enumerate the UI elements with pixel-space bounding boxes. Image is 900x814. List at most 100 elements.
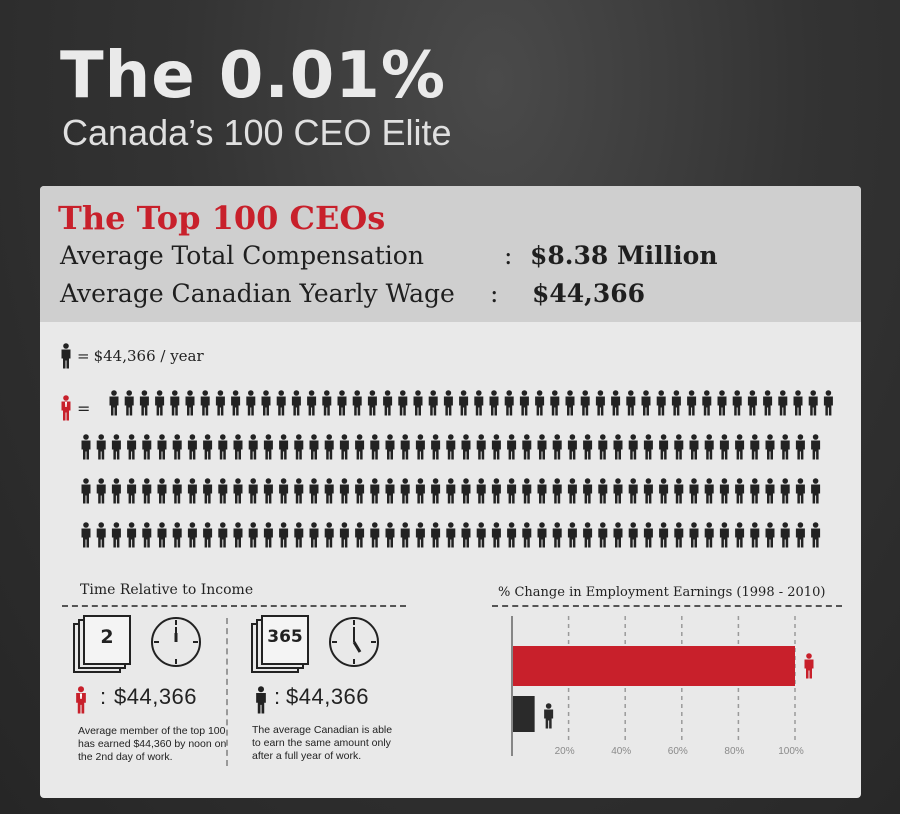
x-tick-label: 40% xyxy=(611,746,631,757)
worker-icon xyxy=(719,522,729,548)
worker-icon xyxy=(155,390,165,416)
page-subtitle: Canada’s 100 CEO Elite xyxy=(62,112,452,153)
worker-icon xyxy=(504,390,514,416)
worker-icon xyxy=(671,390,681,416)
worker-icon xyxy=(370,434,380,460)
worker-icon xyxy=(400,478,410,504)
worker-icon xyxy=(370,522,380,548)
card-header xyxy=(40,186,861,322)
bar-ceo xyxy=(513,646,795,686)
worker-icon xyxy=(808,390,818,416)
worker-icon xyxy=(489,390,499,416)
worker-icon xyxy=(233,478,243,504)
worker-icon xyxy=(735,522,745,548)
worker-icon xyxy=(567,522,577,548)
worker-icon xyxy=(537,522,547,548)
worker-icon xyxy=(111,434,121,460)
worker-icon xyxy=(461,522,471,548)
calendar-icon xyxy=(251,615,309,673)
x-tick-label: 60% xyxy=(668,746,688,757)
worker-icon xyxy=(735,478,745,504)
ceo-icon xyxy=(76,686,86,714)
worker-icon xyxy=(248,434,258,460)
worker-icon xyxy=(476,478,486,504)
worker-icon xyxy=(780,434,790,460)
worker-icon xyxy=(203,478,213,504)
earnings-bar-chart: 20% 40% 60% 80% 100% xyxy=(511,616,814,757)
worker-icon xyxy=(324,434,334,460)
worker-icon xyxy=(142,478,152,504)
worker-icon xyxy=(747,390,757,416)
stat-value: $8.38 Million xyxy=(530,241,718,270)
worker-icon xyxy=(157,478,167,504)
calendar-day: 365 xyxy=(267,627,303,647)
worker-icon xyxy=(127,434,137,460)
worker-icon xyxy=(248,522,258,548)
worker-icon xyxy=(309,522,319,548)
stat-label: Average Total Compensation xyxy=(60,241,424,270)
worker-icon xyxy=(218,434,228,460)
worker-icon xyxy=(446,478,456,504)
worker-icon xyxy=(750,478,760,504)
worker-icon xyxy=(702,390,712,416)
worker-icon xyxy=(370,478,380,504)
worker-icon xyxy=(674,522,684,548)
worker-icon xyxy=(704,522,714,548)
worker-icon xyxy=(750,522,760,548)
worker-icon xyxy=(811,434,821,460)
worker-icon xyxy=(643,434,653,460)
worker-icon xyxy=(507,522,517,548)
worker-icon xyxy=(385,434,395,460)
ceo-note: Average member of the top 100 has earned… xyxy=(78,725,227,763)
worker-icon xyxy=(142,522,152,548)
worker-icon xyxy=(324,478,334,504)
worker-icon xyxy=(431,522,441,548)
worker-icon xyxy=(309,478,319,504)
worker-icon xyxy=(276,390,286,416)
worker-icon xyxy=(780,478,790,504)
worker-icon xyxy=(491,434,501,460)
worker-icon xyxy=(583,478,593,504)
worker-icon xyxy=(507,478,517,504)
worker-icon xyxy=(446,434,456,460)
worker-icon xyxy=(96,478,106,504)
worker-icon xyxy=(246,390,256,416)
worker-icon xyxy=(187,434,197,460)
worker-icon xyxy=(142,434,152,460)
worker-icon xyxy=(218,522,228,548)
worker-icon xyxy=(793,390,803,416)
stat-average-wage: Average Canadian Yearly Wage : $44,366 xyxy=(60,278,645,310)
legend-worker: = $44,366 / year xyxy=(60,342,204,370)
worker-icon xyxy=(367,390,377,416)
page-title: The 0.01% xyxy=(60,39,446,113)
worker-icon xyxy=(233,522,243,548)
legend-text: $44,366 / year xyxy=(93,347,204,365)
ceo-amount: $44,366 xyxy=(114,684,198,709)
worker-icon xyxy=(719,434,729,460)
worker-icon xyxy=(127,522,137,548)
pictogram-grid xyxy=(81,390,833,548)
x-tick-label: 80% xyxy=(724,746,744,757)
worker-icon xyxy=(279,522,289,548)
worker-icon xyxy=(187,522,197,548)
worker-icon xyxy=(567,478,577,504)
worker-icon xyxy=(294,478,304,504)
worker-icon xyxy=(81,434,91,460)
worker-icon xyxy=(96,522,106,548)
worker-icon xyxy=(233,434,243,460)
worker-icon xyxy=(170,390,180,416)
bar-average-canadian xyxy=(513,696,535,732)
worker-icon xyxy=(537,478,547,504)
worker-icon xyxy=(248,478,258,504)
worker-icon xyxy=(172,478,182,504)
worker-icon xyxy=(261,390,271,416)
worker-icon xyxy=(613,478,623,504)
worker-icon xyxy=(522,434,532,460)
worker-icon xyxy=(279,478,289,504)
worker-icon xyxy=(231,390,241,416)
clock-icon xyxy=(329,617,379,667)
ceo-equals: = xyxy=(77,398,91,418)
worker-icon xyxy=(674,478,684,504)
worker-icon xyxy=(763,390,773,416)
worker-icon xyxy=(415,522,425,548)
